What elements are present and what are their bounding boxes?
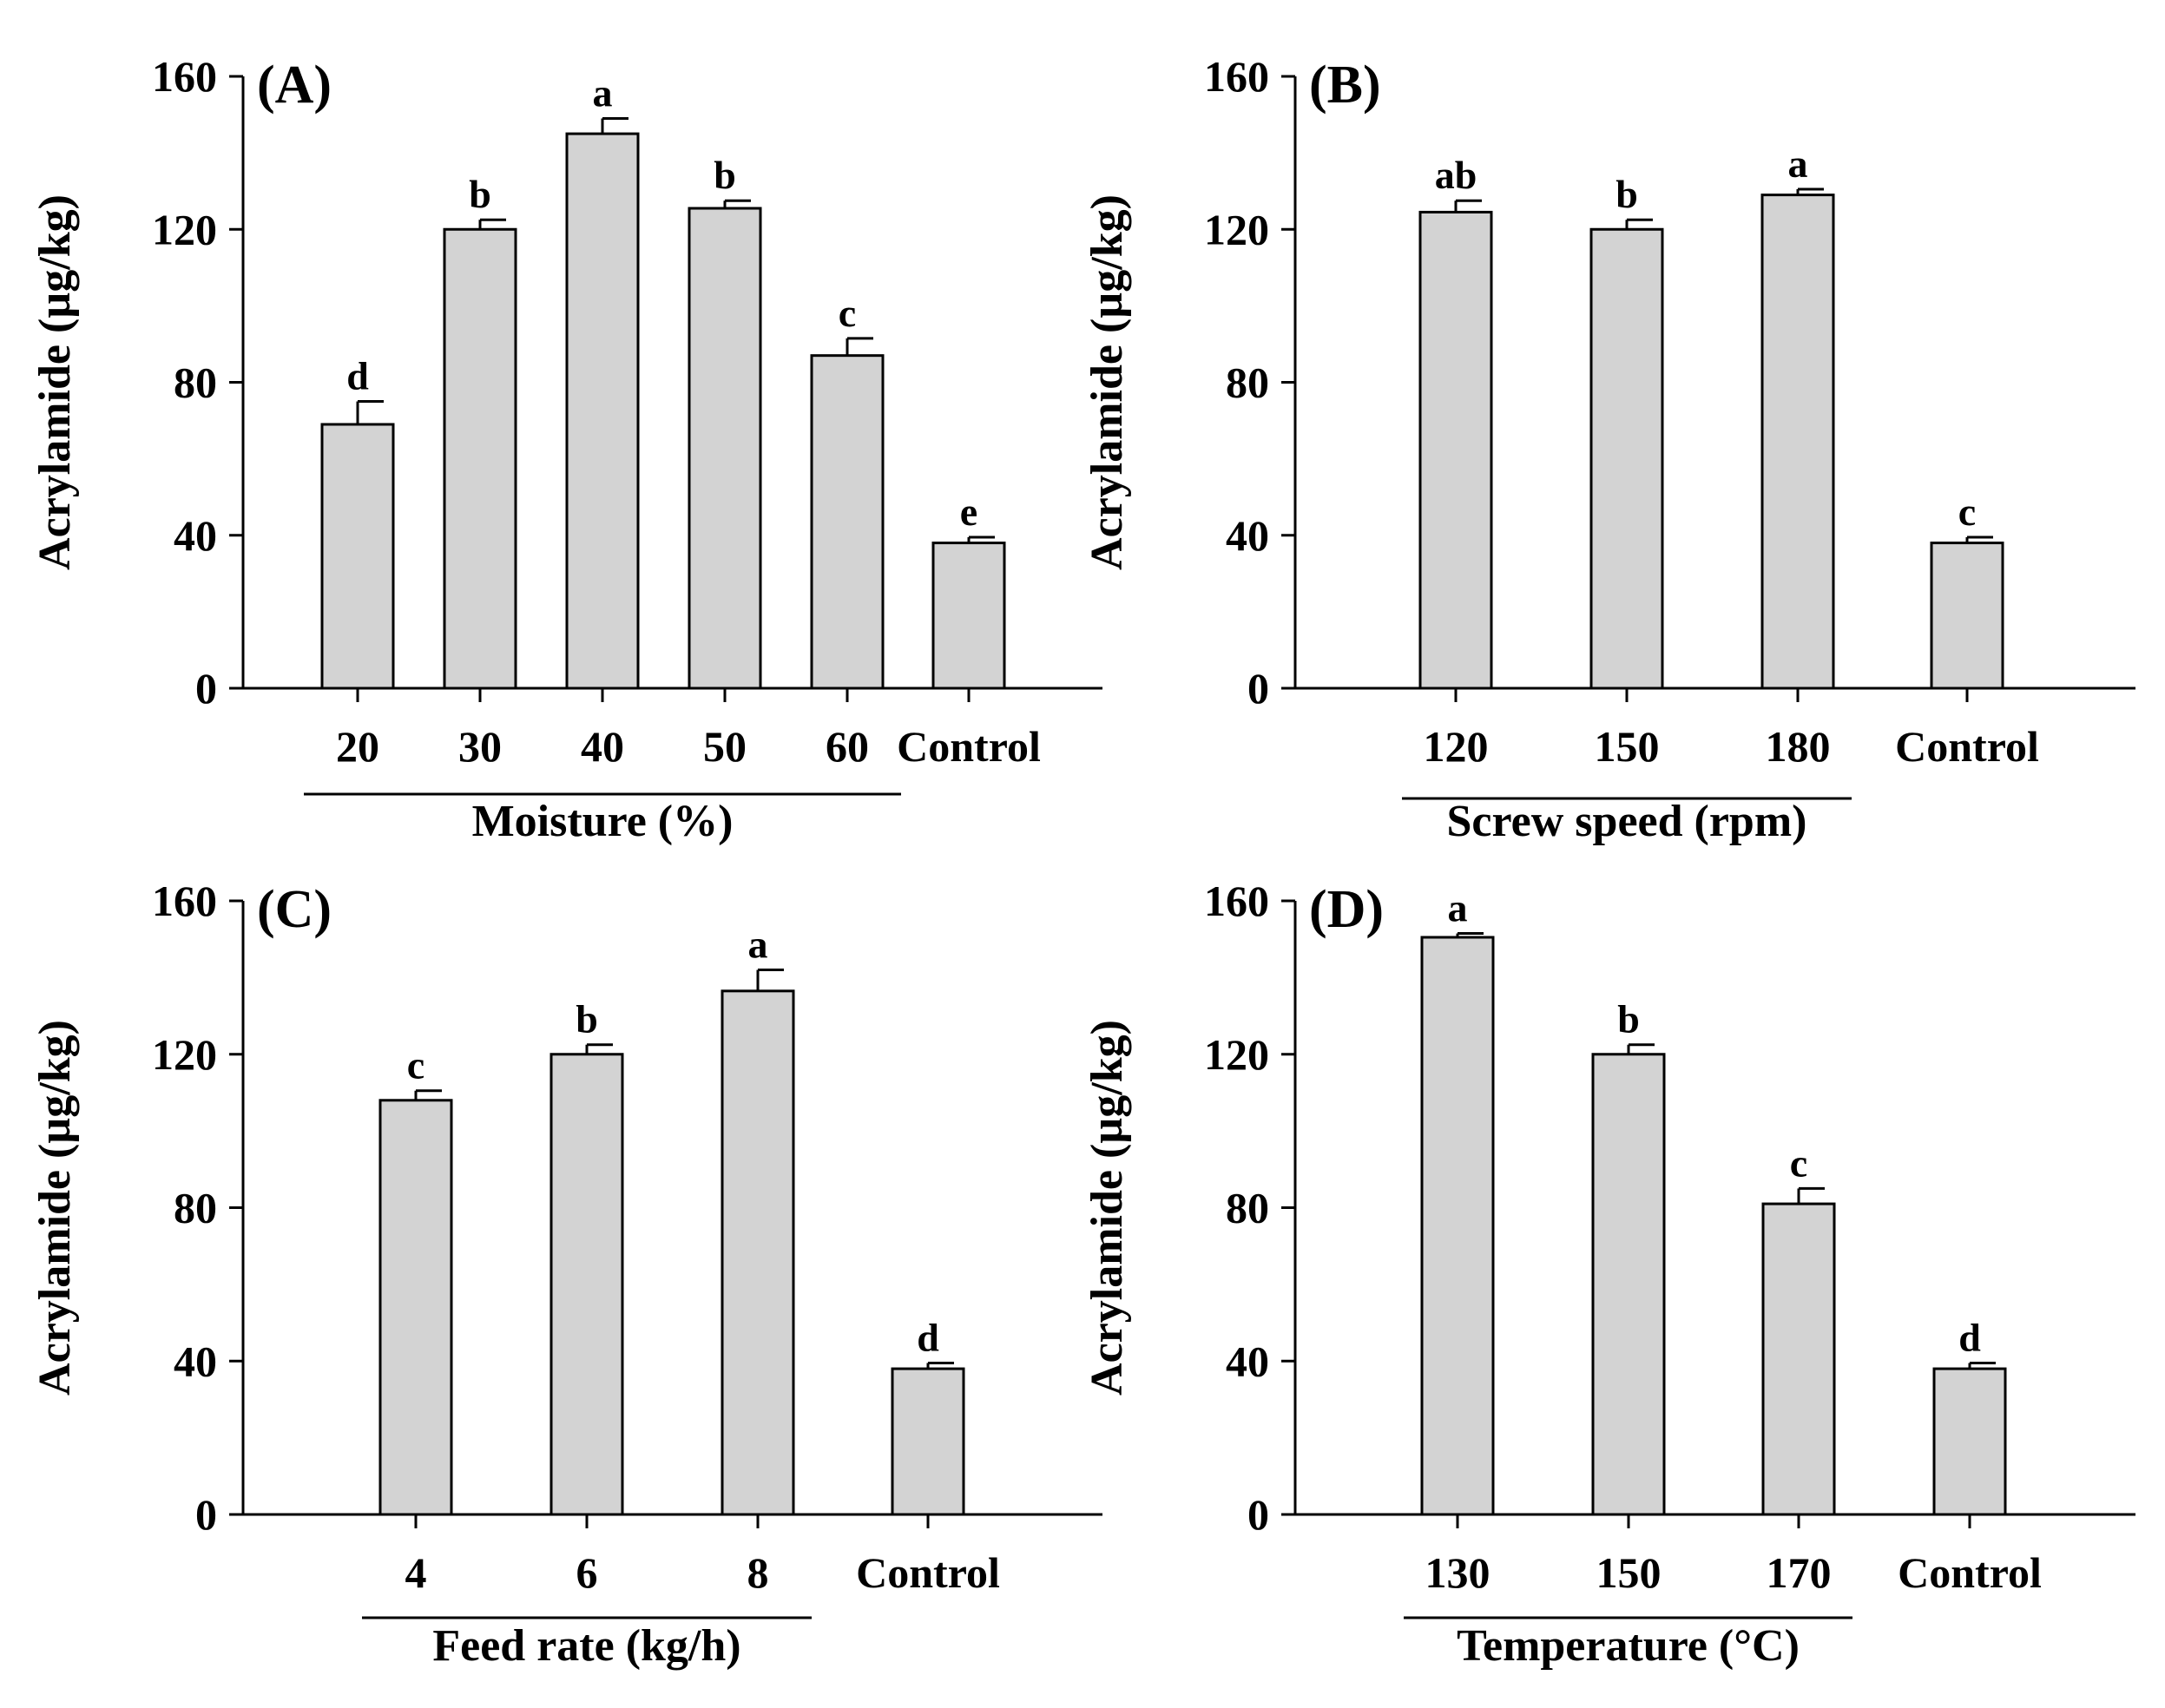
x-category-label: 50: [703, 722, 747, 771]
significance-letter: b: [1617, 997, 1640, 1041]
y-tick-label: 0: [195, 664, 217, 713]
x-category-label: 6: [576, 1548, 598, 1597]
bar: [1932, 1367, 2007, 1516]
bar: [443, 227, 517, 690]
panel-label: (D): [1309, 880, 1384, 939]
y-tick-label: 80: [174, 358, 217, 407]
x-category-label: 40: [581, 722, 624, 771]
x-category-label: 150: [1596, 1548, 1662, 1597]
bar: [810, 354, 885, 690]
panel-label: (A): [257, 56, 332, 115]
chart-panel-a: 0 40 80 120 160 Acrylamide (µg/kg) (A) d 20 b 30 a 4…: [30, 52, 1102, 846]
significance-letter: a: [748, 923, 768, 967]
x-axis-title: Temperature (°C): [1457, 1621, 1800, 1671]
x-category-label: 130: [1425, 1548, 1490, 1597]
y-tick-label: 120: [1204, 1030, 1269, 1079]
x-category-label: Control: [1898, 1548, 2042, 1597]
bar: [320, 423, 395, 690]
x-axis-title: Feed rate (kg/h): [432, 1621, 740, 1671]
significance-letter: c: [1790, 1140, 1807, 1185]
significance-letter: c: [1958, 489, 1976, 534]
panel-label: (B): [1309, 56, 1381, 115]
bar: [378, 1099, 453, 1516]
bar: [1591, 1053, 1666, 1516]
bar: [891, 1367, 965, 1516]
x-category-label: Control: [897, 722, 1041, 771]
y-axis-title: Acrylamide (µg/kg): [30, 194, 80, 570]
bar: [1930, 542, 2004, 690]
bar: [1420, 936, 1495, 1516]
x-axis-title: Screw speed (rpm): [1447, 797, 1807, 846]
y-tick-label: 160: [1204, 52, 1269, 101]
significance-letter: b: [576, 997, 598, 1041]
y-tick-label: 40: [174, 511, 217, 560]
bar: [721, 989, 795, 1516]
x-category-label: 170: [1767, 1548, 1832, 1597]
significance-letter: a: [593, 70, 613, 115]
x-category-label: 30: [458, 722, 502, 771]
significance-letter: ab: [1435, 153, 1477, 197]
x-category-label: 180: [1766, 722, 1831, 771]
x-category-label: 120: [1424, 722, 1489, 771]
bar: [1418, 210, 1493, 690]
x-category-label: Control: [1895, 722, 2039, 771]
y-tick-label: 80: [1226, 1184, 1269, 1232]
x-category-label: 8: [747, 1548, 769, 1597]
significance-letter: c: [407, 1043, 424, 1087]
y-axis-title: Acrylamide (µg/kg): [1082, 1020, 1132, 1396]
significance-letter: b: [1616, 172, 1638, 216]
chart-panel-c: 0 40 80 120 160 Acrylamide (µg/kg) (C) c 4 b 6 a 8 d C…: [30, 877, 1102, 1671]
y-tick-label: 40: [1226, 1337, 1269, 1385]
y-tick-label: 80: [1226, 358, 1269, 407]
y-tick-label: 80: [174, 1184, 217, 1232]
y-tick-label: 0: [195, 1490, 217, 1539]
panel-label: (C): [257, 880, 332, 939]
bar: [1589, 227, 1664, 690]
y-tick-label: 0: [1247, 664, 1269, 713]
bar: [549, 1053, 624, 1516]
x-category-label: 4: [405, 1548, 427, 1597]
bar: [931, 542, 1006, 690]
x-category-label: Control: [856, 1548, 1000, 1597]
chart-panel-d: 0 40 80 120 160 Acrylamide (µg/kg) (D) a 130 b 150…: [1082, 877, 2135, 1671]
significance-letter: c: [839, 291, 856, 335]
significance-letter: d: [1958, 1315, 1981, 1359]
x-category-label: 20: [336, 722, 379, 771]
bar: [565, 132, 640, 690]
y-axis-title: Acrylamide (µg/kg): [30, 1020, 80, 1396]
y-tick-label: 160: [152, 52, 217, 101]
significance-letter: d: [346, 354, 369, 398]
y-tick-label: 120: [1204, 205, 1269, 253]
bar: [688, 207, 762, 690]
y-tick-label: 160: [1204, 877, 1269, 925]
significance-letter: a: [1448, 886, 1468, 930]
x-axis-title: Moisture (%): [472, 797, 734, 846]
y-tick-label: 120: [152, 1030, 217, 1079]
chart-panel-b: 0 40 80 120 160 Acrylamide (µg/kg) (B) ab 120 b 15…: [1082, 52, 2135, 846]
y-axis-title: Acrylamide (µg/kg): [1082, 194, 1132, 570]
x-category-label: 60: [826, 722, 869, 771]
significance-letter: d: [917, 1315, 939, 1359]
significance-letter: b: [714, 153, 736, 197]
y-tick-label: 0: [1247, 1490, 1269, 1539]
bar: [1761, 1202, 1836, 1516]
significance-letter: a: [1788, 141, 1808, 186]
significance-letter: b: [469, 172, 491, 216]
y-tick-label: 40: [174, 1337, 217, 1385]
x-category-label: 150: [1595, 722, 1660, 771]
bar: [1760, 194, 1835, 690]
y-tick-label: 160: [152, 877, 217, 925]
y-tick-label: 120: [152, 205, 217, 253]
significance-letter: e: [960, 489, 977, 534]
y-tick-label: 40: [1226, 511, 1269, 560]
